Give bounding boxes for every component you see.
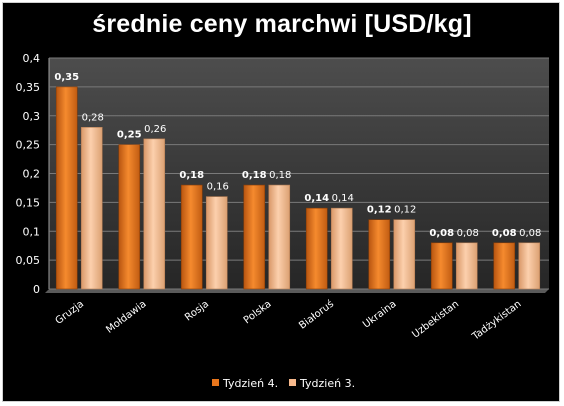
data-label: 0,08 <box>519 228 541 239</box>
y-tick-label: 0,3 <box>23 110 41 123</box>
bar-week3 <box>330 207 353 290</box>
data-label: 0,08 <box>492 228 517 239</box>
y-tick-label: 0 <box>33 283 40 296</box>
x-tick-label: Polska <box>242 299 274 327</box>
x-tick-label: Tadżykistan <box>470 299 524 343</box>
x-tick-label: Uzbekistan <box>410 299 461 341</box>
x-tick-label: Białoruś <box>297 298 336 332</box>
data-label: 0,35 <box>54 72 79 83</box>
data-label: 0,08 <box>429 228 454 239</box>
bar-week4 <box>180 184 203 290</box>
legend-label: Tydzień 4. <box>222 377 278 390</box>
bar-week4 <box>243 184 266 290</box>
bar-week3 <box>205 196 228 290</box>
bar-week3 <box>518 242 541 290</box>
y-tick-label: 0,1 <box>23 225 41 238</box>
x-tick-label: Ukraina <box>361 299 398 331</box>
bar-week4 <box>305 207 328 290</box>
data-label: 0,14 <box>332 193 354 204</box>
x-tick-label: Rosja <box>183 299 211 324</box>
data-label: 0,25 <box>117 130 142 141</box>
x-tick-label: Gruzja <box>54 299 86 327</box>
chart-title: średnie ceny marchwi [USD/kg] <box>92 10 472 38</box>
bar-week4 <box>430 242 453 290</box>
data-label: 0,18 <box>269 170 291 181</box>
y-tick-label: 0,15 <box>16 196 41 209</box>
bar-week3 <box>268 184 291 290</box>
data-label: 0,28 <box>82 112 104 123</box>
legend-swatch <box>289 379 296 386</box>
data-label: 0,12 <box>394 205 416 216</box>
bar-week4 <box>368 219 391 290</box>
data-label: 0,26 <box>144 124 166 135</box>
y-tick-label: 0,35 <box>16 81 41 94</box>
bar-week4 <box>55 86 78 290</box>
data-label: 0,18 <box>179 170 204 181</box>
bar-week3 <box>393 219 416 290</box>
bar-week4 <box>493 242 516 290</box>
y-tick-label: 0,25 <box>16 139 41 152</box>
data-label: 0,12 <box>367 205 392 216</box>
bar-week3 <box>143 138 166 290</box>
y-tick-label: 0,4 <box>23 52 41 65</box>
data-label: 0,14 <box>304 193 329 204</box>
data-label: 0,08 <box>457 228 479 239</box>
data-label: 0,18 <box>242 170 267 181</box>
y-tick-label: 0,05 <box>16 254 41 267</box>
legend-label: Tydzień 3. <box>299 377 355 390</box>
plot-floor <box>45 289 549 293</box>
bar-week3 <box>80 127 103 290</box>
bar-week4 <box>118 144 141 290</box>
data-label: 0,16 <box>207 182 229 193</box>
x-tick-label: Mołdawia <box>104 299 148 336</box>
bar-week3 <box>455 242 478 290</box>
legend-swatch <box>212 379 219 386</box>
y-tick-label: 0,2 <box>23 168 41 181</box>
